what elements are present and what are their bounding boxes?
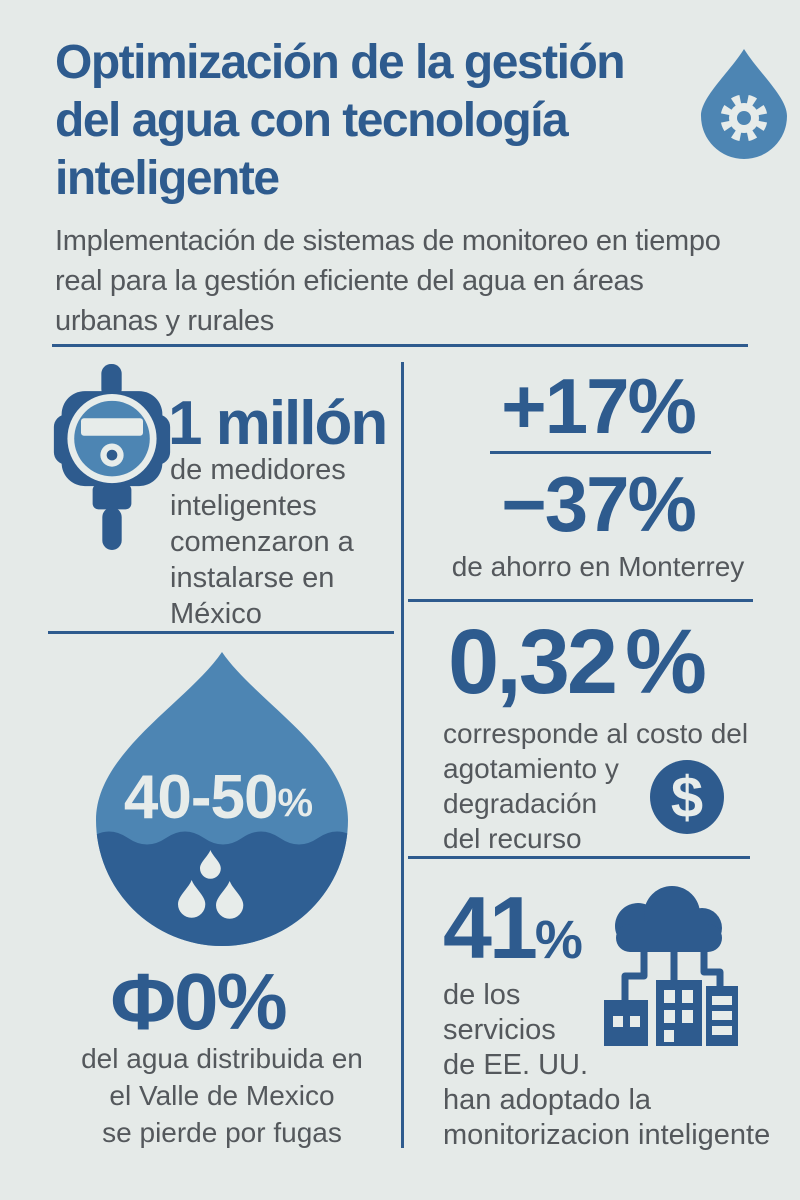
droplets-icon — [178, 850, 244, 919]
cost-percent-sign: % — [625, 611, 707, 713]
cloud-buildings-icon — [604, 886, 738, 1046]
caption-line: inteligentes — [170, 490, 317, 522]
fraction-divider — [490, 451, 711, 454]
column-divider — [401, 362, 404, 1148]
stat-cost-caption: corresponde al costo del agotamiento y d… — [443, 716, 748, 856]
stat-leaks-caption: del agua distribuida en el Valle de Mexi… — [40, 1040, 404, 1151]
caption-line: instalarse en — [170, 562, 335, 594]
caption-line: agotamiento y — [443, 753, 619, 784]
drop-value-label: 40-50% — [124, 763, 313, 832]
caption-line: se pierde por fugas — [102, 1117, 342, 1148]
caption-line: monitorizacion inteligente — [443, 1119, 771, 1151]
stat-meters-caption: de medidores inteligentes comenzaron a i… — [170, 452, 354, 632]
stat-cost-value: 0,32% — [448, 616, 707, 708]
stat-meters-value: 1 millón — [168, 389, 388, 458]
caption-line: servicios — [443, 1014, 556, 1046]
cost-number: 0,32 — [448, 611, 618, 713]
stat-monterrey-increase: +17% — [501, 362, 697, 450]
title-line: Optimización de la gestión — [55, 36, 626, 89]
title-line: inteligente — [55, 152, 280, 205]
caption-line: de los — [443, 979, 521, 1011]
usa-percent-sign: % — [534, 910, 583, 970]
title-line: del agua con tecnología — [55, 94, 569, 147]
dollar-icon: $ — [650, 760, 724, 834]
caption-line: el Valle de Mexico — [109, 1080, 335, 1111]
subtitle-line: real para la gestión eficiente del agua … — [55, 265, 644, 297]
caption-line: corresponde al costo del — [443, 718, 749, 749]
caption-line: México — [170, 598, 262, 630]
right-cell-divider-2 — [408, 856, 750, 859]
left-cell-divider — [48, 631, 394, 634]
caption-line: degradación — [443, 788, 598, 819]
stat-usa-caption: de los servicios de EE. UU. han adoptado… — [443, 978, 770, 1153]
right-cell-divider-1 — [408, 599, 753, 602]
stat-leaks-value: Φ0% — [110, 957, 287, 1046]
stat-usa-value: 41% — [443, 884, 583, 982]
dollar-symbol: $ — [671, 765, 703, 830]
stat-monterrey-decrease: −37% — [501, 460, 697, 548]
page-title: Optimización de la gestión del agua con … — [55, 34, 715, 208]
caption-line: han adoptado la — [443, 1084, 652, 1116]
subtitle-line: Implementación de sistemas de monitoreo … — [55, 225, 721, 257]
water-drop-gear-icon — [701, 49, 787, 159]
caption-line: de EE. UU. — [443, 1049, 589, 1081]
subtitle-line: urbanas y rurales — [55, 305, 274, 337]
caption-line: comenzaron a — [170, 526, 354, 558]
stat-monterrey-caption: de ahorro en Monterrey — [451, 551, 745, 582]
caption-line: del recurso — [443, 823, 582, 854]
smart-meter-icon — [53, 364, 171, 550]
water-drop-icon: 40-50% — [96, 652, 348, 946]
caption-line: de medidores — [170, 454, 346, 486]
page-subtitle: Implementación de sistemas de monitoreo … — [55, 221, 765, 341]
header-divider — [52, 344, 748, 347]
caption-line: del agua distribuida en — [81, 1043, 363, 1074]
usa-number: 41 — [443, 878, 538, 977]
